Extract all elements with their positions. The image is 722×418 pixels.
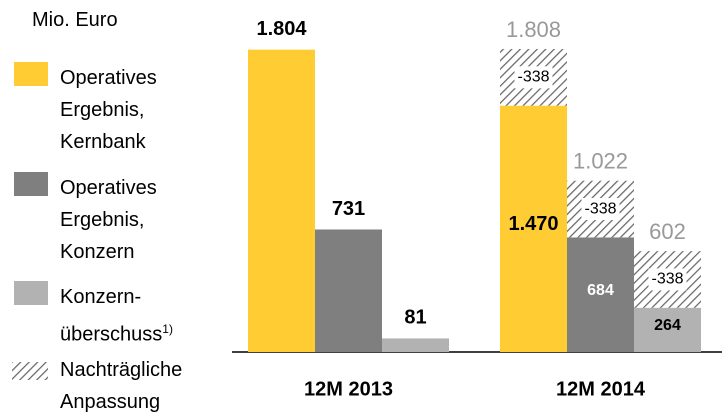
legend-label: Konzern-überschuss1) bbox=[60, 281, 210, 351]
bar bbox=[567, 237, 634, 352]
category-label: 12M 2014 bbox=[556, 378, 646, 400]
legend-swatch bbox=[14, 62, 48, 86]
value-label: 731 bbox=[332, 198, 365, 220]
adjustment-label: -338 bbox=[584, 200, 616, 217]
category-label: 12M 2013 bbox=[304, 378, 393, 400]
adjustment-label-box bbox=[581, 198, 620, 221]
legend-label: Operatives Ergebnis, Kernbank bbox=[60, 62, 210, 158]
value-label: 264 bbox=[654, 317, 681, 334]
legend-swatch bbox=[14, 281, 48, 305]
adjustment-label: -338 bbox=[651, 271, 683, 288]
value-label: 81 bbox=[404, 307, 426, 329]
bar bbox=[634, 307, 701, 352]
total-label: 1.808 bbox=[506, 17, 561, 42]
value-label: 684 bbox=[587, 282, 614, 299]
unit-label: Mio. Euro bbox=[32, 9, 118, 31]
total-label: 602 bbox=[649, 219, 686, 244]
total-label: 1.022 bbox=[573, 149, 628, 174]
legend-swatch bbox=[12, 362, 48, 380]
bar bbox=[382, 338, 449, 352]
bar bbox=[500, 105, 567, 352]
bar bbox=[315, 229, 382, 352]
adjustment-label-box bbox=[648, 268, 687, 291]
legend-text: Operatives Ergebnis, Kernbank bbox=[60, 67, 157, 153]
bar bbox=[248, 49, 315, 353]
value-label: 1.470 bbox=[508, 213, 558, 235]
legend-text: Konzern-überschuss bbox=[60, 286, 163, 346]
value-label: 1.804 bbox=[256, 18, 307, 40]
legend-text: Nachträgliche Anpassung bbox=[60, 359, 183, 413]
legend-text: Operatives Ergebnis, Konzern bbox=[60, 177, 157, 263]
footnote: 1) bbox=[162, 322, 173, 336]
adjustment-label-box bbox=[514, 66, 553, 89]
legend-swatch bbox=[14, 172, 48, 196]
legend-label: Operatives Ergebnis, Konzern bbox=[60, 172, 210, 268]
legend-label: Nachträgliche Anpassung bbox=[60, 354, 210, 418]
adjustment-label: -338 bbox=[517, 69, 549, 86]
